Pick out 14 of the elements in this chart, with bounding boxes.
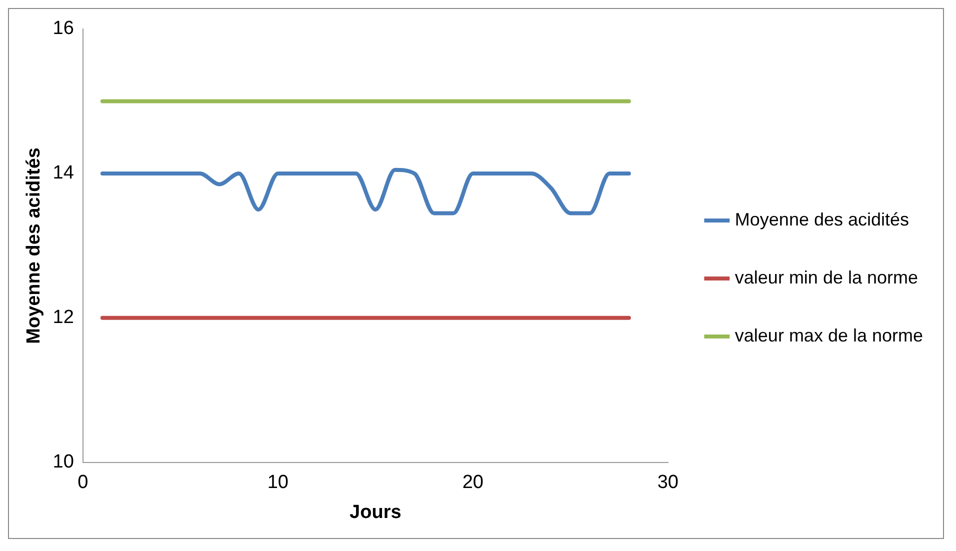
legend-label: Moyenne des acidités bbox=[734, 209, 910, 230]
legend-label: valeur max de la norme bbox=[734, 325, 924, 346]
y-tick-label: 12 bbox=[52, 307, 74, 328]
x-tick-label: 0 bbox=[78, 472, 88, 494]
x-axis-title: Jours bbox=[350, 502, 402, 523]
y-axis-title: Moyenne des acidités bbox=[24, 147, 45, 344]
line-series bbox=[100, 168, 631, 216]
x-tick-label: 20 bbox=[462, 472, 484, 494]
y-tick-label: 14 bbox=[52, 162, 74, 184]
legend-label: valeur min de la norme bbox=[734, 267, 918, 288]
x-tick-label: 30 bbox=[657, 472, 678, 494]
y-tick-label: 10 bbox=[52, 452, 74, 473]
y-tick-label: 16 bbox=[52, 18, 74, 40]
x-tick-label: 10 bbox=[267, 472, 288, 494]
